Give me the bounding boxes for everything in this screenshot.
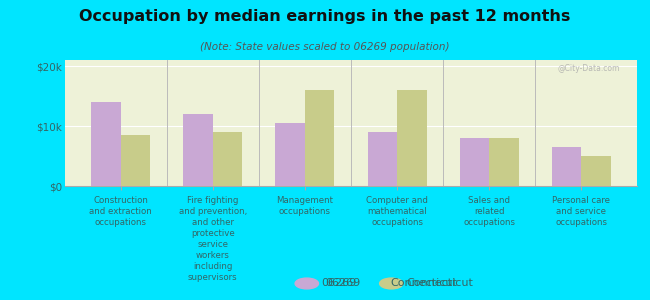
Bar	[120, 135, 150, 186]
Bar	[460, 138, 489, 186]
Bar	[276, 123, 305, 186]
Bar	[213, 132, 242, 186]
Text: (Note: State values scaled to 06269 population): (Note: State values scaled to 06269 popu…	[200, 42, 450, 52]
Text: Connecticut: Connecticut	[390, 278, 457, 289]
Bar	[582, 156, 611, 186]
Bar	[305, 90, 334, 186]
Text: @City-Data.com: @City-Data.com	[558, 64, 620, 73]
Text: 06269: 06269	[322, 278, 357, 289]
Text: 06269: 06269	[325, 278, 360, 289]
Bar	[552, 147, 582, 186]
Text: Occupation by median earnings in the past 12 months: Occupation by median earnings in the pas…	[79, 9, 571, 24]
Bar	[91, 102, 120, 186]
Bar	[183, 114, 213, 186]
Bar	[368, 132, 397, 186]
Text: Connecticut: Connecticut	[406, 278, 473, 289]
Bar	[489, 138, 519, 186]
Bar	[397, 90, 426, 186]
